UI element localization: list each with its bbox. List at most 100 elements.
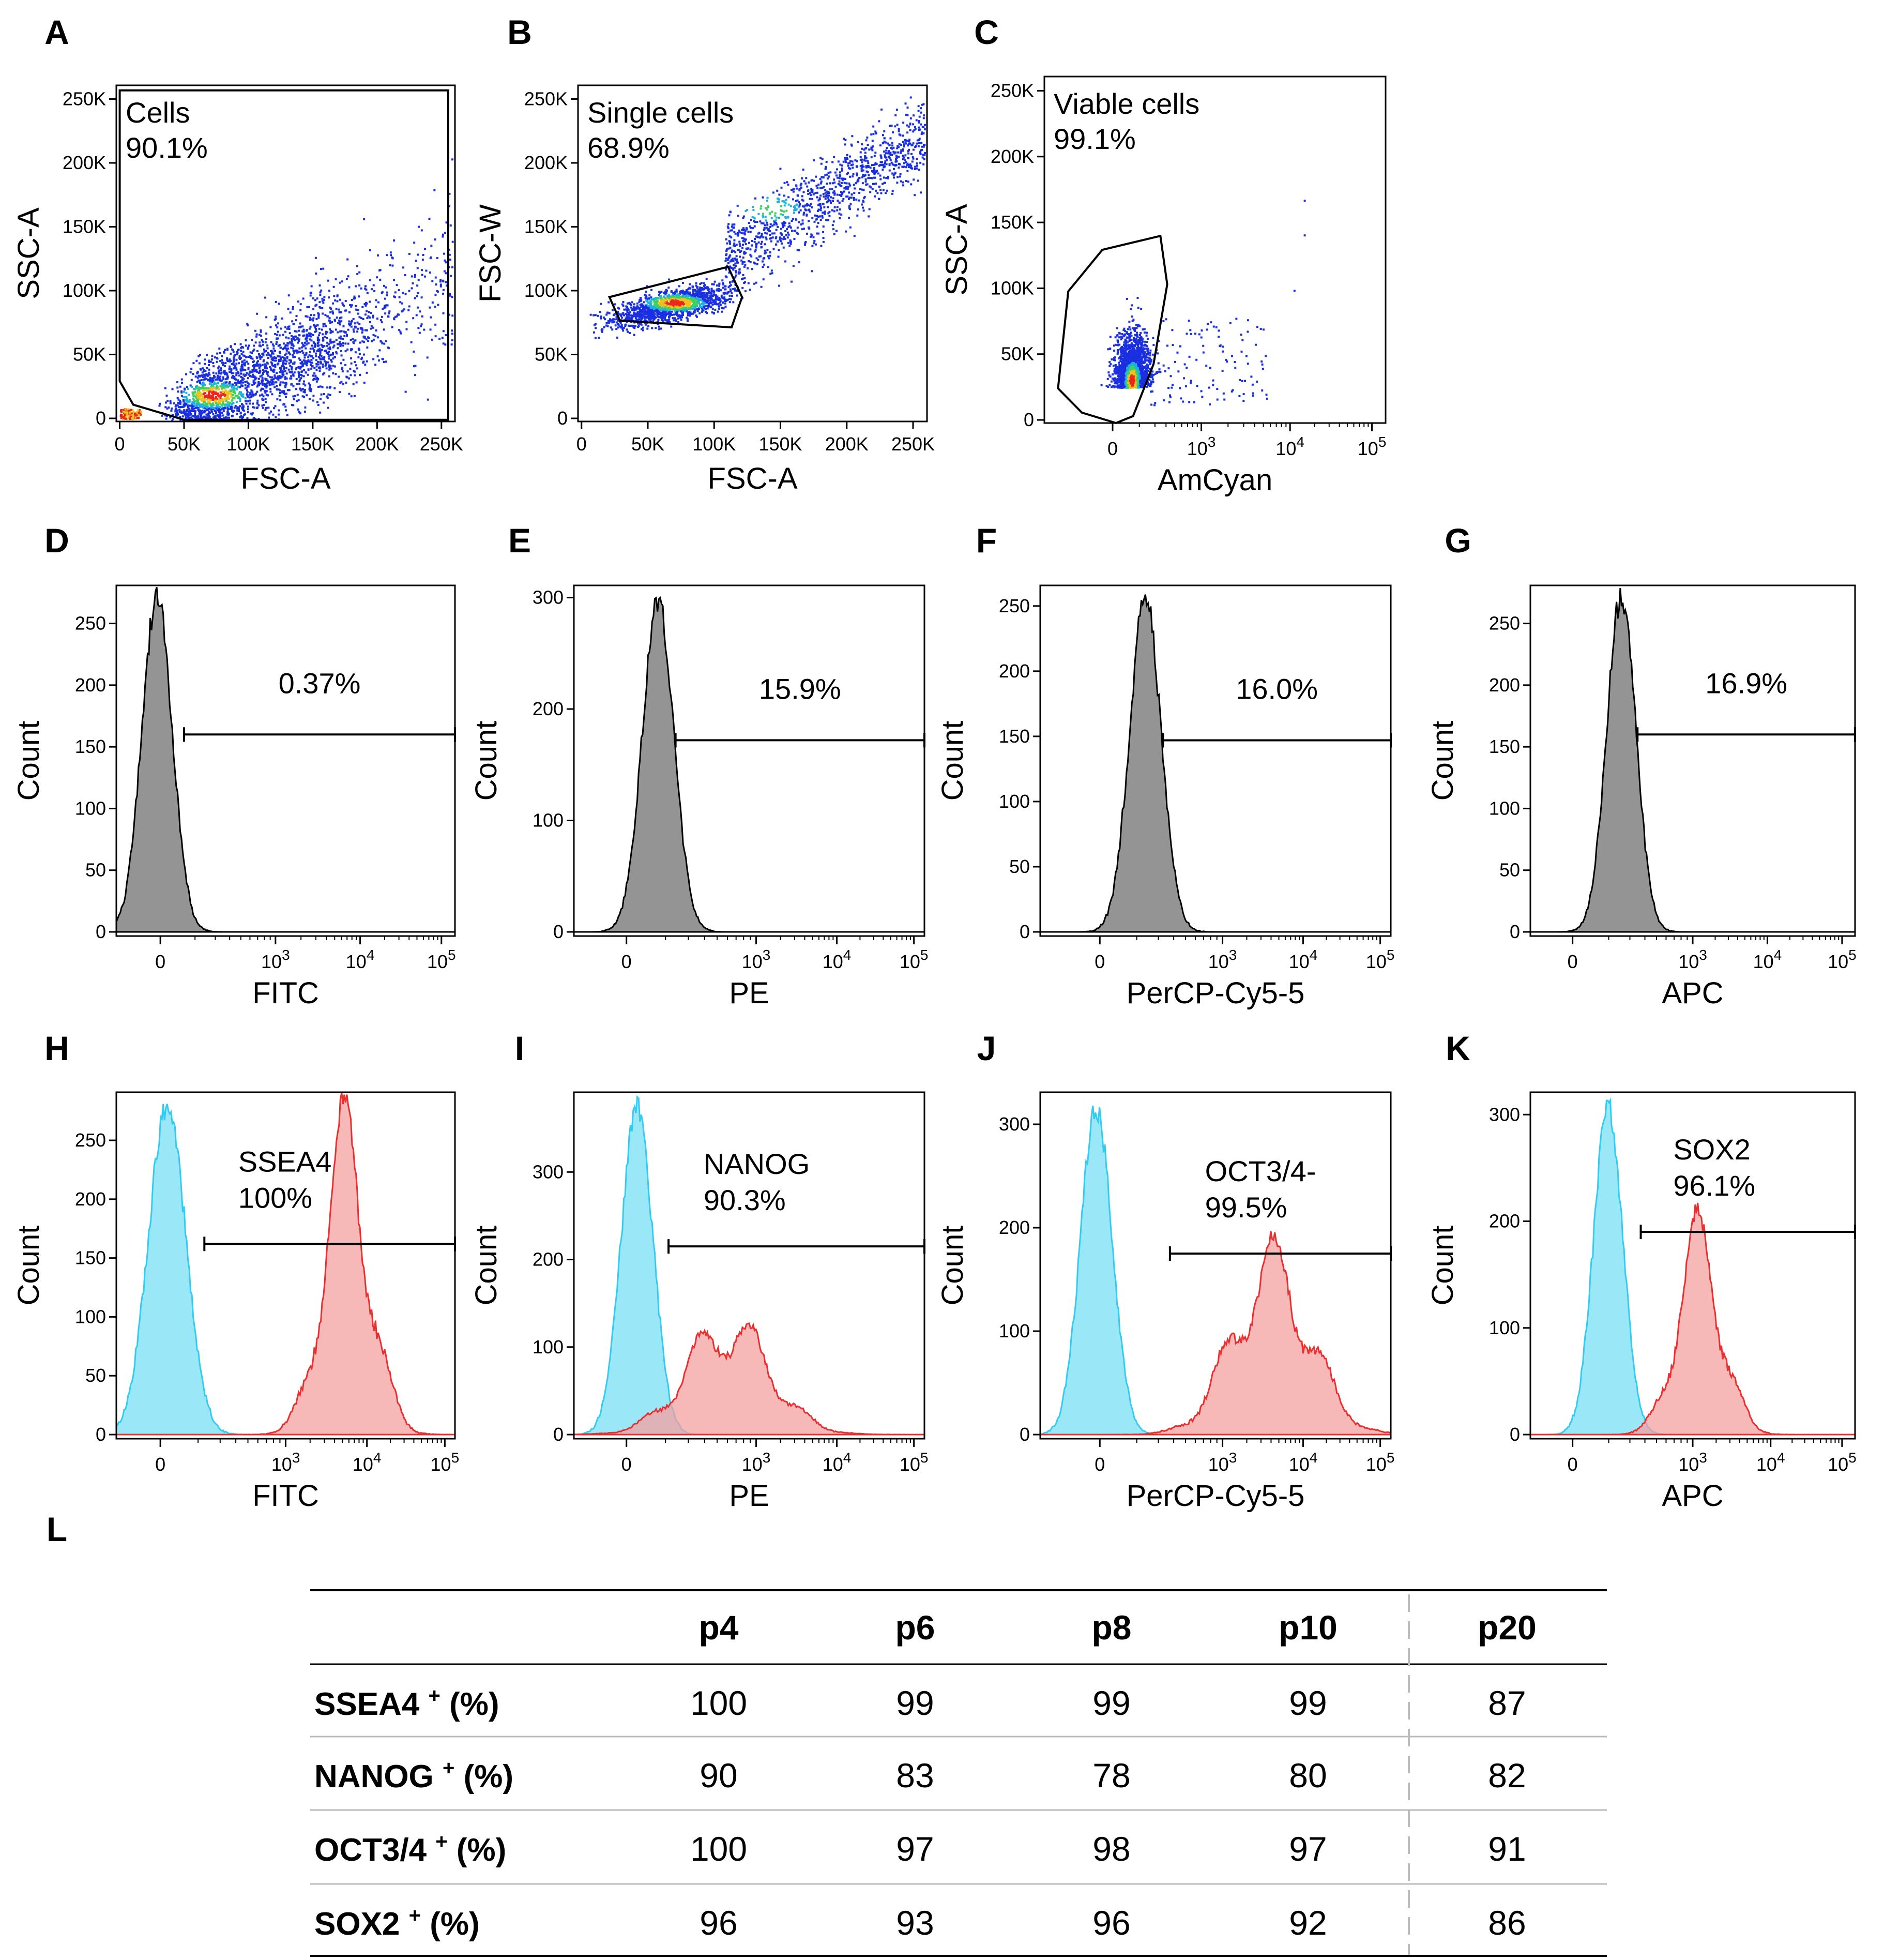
panel-label-c: C — [974, 13, 999, 51]
table-cell: 97 — [1289, 1830, 1327, 1868]
y-tick-label: 0 — [557, 408, 568, 429]
y-tick-label: 200 — [999, 660, 1030, 682]
plot-frame-b — [577, 84, 928, 423]
x-tick-label: 104 — [1275, 434, 1304, 459]
y-tick-label: 250 — [75, 613, 106, 634]
gate-percent-h: 100% — [238, 1181, 312, 1214]
y-tick-label: 0 — [96, 408, 106, 429]
y-tick-label: 300 — [533, 587, 564, 608]
y-tick-label: 50K — [535, 344, 568, 365]
y-tick-label: 250 — [75, 1129, 106, 1151]
y-axis-label: Count — [1426, 1226, 1460, 1306]
gate-percent-c: 99.1% — [1054, 123, 1136, 155]
y-axis-label: Count — [1426, 721, 1460, 801]
y-tick-label: 150 — [75, 736, 106, 757]
table-row-label: SSEA4 + (%) — [314, 1684, 499, 1722]
y-axis-label: Count — [936, 1226, 969, 1306]
y-tick-label: 300 — [533, 1161, 564, 1182]
panel-label-f: F — [976, 521, 997, 560]
table-cell: 91 — [1488, 1830, 1526, 1868]
table-header-p4: p4 — [698, 1608, 738, 1647]
panel-label-h: H — [44, 1029, 69, 1067]
y-tick-label: 100 — [999, 1320, 1030, 1341]
table-row-label: OCT3/4 + (%) — [314, 1830, 506, 1868]
histogram-ssea4 — [116, 1092, 456, 1436]
plot-frame-f — [1039, 584, 1392, 937]
gate-percent-d: 0.37% — [279, 667, 361, 699]
histogram-isotype — [1040, 594, 1391, 933]
y-tick-label: 100K — [524, 280, 568, 301]
table-row-label: NANOG + (%) — [314, 1757, 513, 1795]
x-tick-label: 103 — [742, 947, 771, 972]
x-axis-label: FITC — [252, 1479, 319, 1513]
table-header-p20: p20 — [1478, 1608, 1537, 1647]
y-tick-label: 200 — [999, 1217, 1030, 1238]
scatter-points-c — [1100, 200, 1306, 406]
x-tick-label: 250K — [420, 433, 463, 455]
gate-percent-e: 15.9% — [759, 672, 841, 705]
histogram-oct3-4 — [1040, 1231, 1392, 1436]
plot-frame-c — [1043, 76, 1387, 424]
table-header-p6: p6 — [895, 1608, 935, 1647]
x-tick-label: 0 — [576, 433, 587, 455]
x-tick-label: 104 — [1756, 1450, 1785, 1475]
y-tick-label: 150 — [75, 1247, 106, 1269]
panel-label-e: E — [508, 521, 531, 560]
x-tick-label: 104 — [346, 947, 375, 972]
gate-name-j: OCT3/4- — [1205, 1155, 1316, 1187]
x-tick-label: 0 — [1095, 951, 1105, 972]
plot-frame-a — [115, 84, 456, 423]
x-tick-label: 0 — [1107, 438, 1118, 459]
x-axis-label: PE — [729, 1479, 769, 1513]
x-tick-label: 104 — [353, 1450, 382, 1475]
gate-percent-g: 16.9% — [1705, 667, 1787, 699]
panel-label-b: B — [507, 13, 532, 51]
x-tick-label: 103 — [1678, 947, 1707, 972]
y-axis-label: FSC-W — [474, 204, 507, 303]
histogram-nanog — [573, 1322, 924, 1436]
y-tick-label: 150K — [63, 216, 106, 237]
y-tick-label: 200 — [1489, 674, 1520, 696]
table-cell: 90 — [700, 1756, 737, 1795]
panel-label-d: D — [44, 521, 69, 560]
table-cell: 96 — [700, 1904, 737, 1942]
panel-label-j: J — [977, 1029, 996, 1067]
x-tick-label: 104 — [1289, 947, 1318, 972]
y-tick-label: 200 — [75, 1188, 106, 1210]
x-tick-label: 200K — [355, 433, 399, 455]
gate-polygon-c — [1057, 234, 1168, 425]
gate-name-a: Cells — [126, 96, 190, 129]
y-tick-label: 100 — [75, 797, 106, 819]
gate-percent-k: 96.1% — [1673, 1169, 1755, 1202]
y-tick-label: 100 — [75, 1306, 106, 1327]
table-header-p10: p10 — [1279, 1608, 1338, 1647]
table-cell: 93 — [896, 1904, 934, 1942]
y-tick-label: 0 — [96, 1424, 106, 1445]
y-axis-label: Count — [936, 721, 969, 801]
gate-name-i: NANOG — [704, 1148, 810, 1180]
gate-percent-a: 90.1% — [126, 131, 208, 164]
x-axis-label: PerCP-Cy5-5 — [1127, 1479, 1305, 1513]
y-tick-label: 150K — [524, 216, 568, 237]
table-cell: 97 — [896, 1830, 934, 1868]
y-tick-label: 50 — [1009, 856, 1030, 877]
x-tick-label: 0 — [1568, 1454, 1578, 1475]
x-tick-label: 103 — [1208, 1450, 1237, 1475]
x-tick-label: 104 — [823, 947, 852, 972]
x-tick-label: 0 — [155, 1454, 165, 1475]
y-tick-label: 250 — [1489, 613, 1520, 634]
gate-percent-f: 16.0% — [1236, 672, 1318, 705]
panel-label-a: A — [44, 13, 69, 51]
x-tick-label: 105 — [1828, 947, 1857, 972]
y-tick-label: 300 — [1489, 1104, 1520, 1125]
table-row-label: SOX2 + (%) — [314, 1904, 480, 1942]
table-cell: 83 — [896, 1756, 934, 1795]
x-tick-label: 100K — [692, 433, 736, 455]
y-axis-label: Count — [469, 721, 503, 801]
y-tick-label: 150 — [1489, 736, 1520, 757]
x-tick-label: 105 — [1366, 947, 1395, 972]
table-cell: 99 — [1289, 1684, 1327, 1722]
y-tick-label: 100 — [999, 791, 1030, 812]
panel-label-g: G — [1445, 521, 1471, 560]
